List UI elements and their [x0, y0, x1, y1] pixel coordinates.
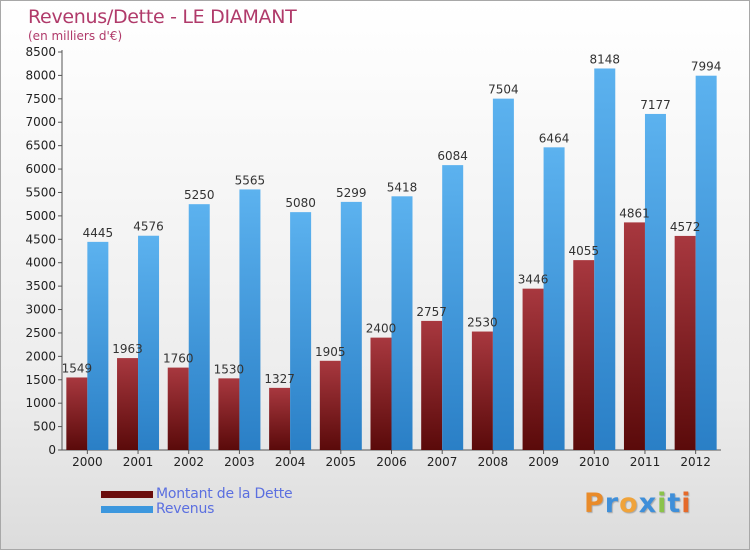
x-tick-label: 2001 — [123, 455, 154, 469]
x-tick-label: 2007 — [427, 455, 458, 469]
chart-title: Revenus/Dette - LE DIAMANT — [28, 6, 297, 28]
value-label-revenus-2007: 6084 — [437, 149, 468, 163]
value-label-revenus-2010: 8148 — [589, 52, 620, 66]
y-tick-label: 0 — [48, 443, 56, 457]
bar-dette-2006 — [370, 337, 392, 450]
bar-revenus-2006 — [391, 196, 413, 450]
bar-revenus-2010 — [594, 68, 616, 451]
bar-revenus-2009 — [543, 147, 565, 450]
y-tick-label: 2500 — [25, 326, 56, 340]
value-label-dette-2012: 4572 — [670, 220, 701, 234]
y-tick-label: 4000 — [25, 256, 56, 270]
value-label-revenus-2011: 7177 — [640, 98, 671, 112]
value-label-dette-2011: 4861 — [619, 206, 650, 220]
y-tick-label: 6500 — [25, 139, 56, 153]
value-label-dette-2000: 1549 — [62, 361, 93, 375]
y-tick-label: 8000 — [25, 68, 56, 82]
value-label-dette-2009: 3446 — [518, 273, 549, 287]
x-tick-label: 2012 — [680, 455, 711, 469]
bar-dette-2004 — [269, 387, 291, 450]
y-tick-label: 7500 — [25, 92, 56, 106]
x-tick-label: 2003 — [224, 455, 255, 469]
value-label-revenus-2009: 6464 — [539, 131, 570, 145]
value-label-dette-2010: 4055 — [568, 244, 599, 258]
y-tick-label: 8500 — [25, 45, 56, 59]
proxiti-logo: Proxiti — [584, 488, 692, 519]
value-label-dette-2001: 1963 — [112, 342, 143, 356]
value-label-dette-2008: 2530 — [467, 316, 498, 330]
y-tick-label: 5000 — [25, 209, 56, 223]
value-label-dette-2005: 1905 — [315, 345, 346, 359]
bar-dette-2002 — [167, 367, 189, 450]
bar-dette-2005 — [319, 360, 341, 450]
value-label-revenus-2004: 5080 — [285, 196, 316, 210]
value-label-revenus-2006: 5418 — [387, 180, 418, 194]
x-tick-label: 2009 — [528, 455, 559, 469]
bar-revenus-2000 — [87, 241, 109, 450]
value-label-revenus-2003: 5565 — [235, 173, 266, 187]
legend-label-revenus: Revenus — [156, 501, 215, 517]
bar-revenus-2003 — [239, 189, 261, 450]
y-tick-label: 500 — [33, 420, 56, 434]
bar-revenus-2008 — [492, 98, 514, 451]
y-tick-label: 4500 — [25, 232, 56, 246]
legend-label-dette: Montant de la Dette — [156, 486, 293, 502]
chart-bars — [66, 68, 717, 451]
y-tick-label: 3000 — [25, 303, 56, 317]
legend-swatch-dette — [101, 491, 153, 498]
value-label-revenus-2012: 7994 — [691, 60, 722, 74]
x-tick-label: 2008 — [478, 455, 509, 469]
bar-revenus-2002 — [188, 204, 210, 450]
bar-revenus-2004 — [290, 212, 312, 450]
value-label-dette-2004: 1327 — [264, 372, 295, 386]
bar-dette-2008 — [471, 331, 493, 450]
bar-dette-2009 — [522, 288, 544, 450]
y-tick-label: 5500 — [25, 185, 56, 199]
bar-revenus-2007 — [442, 165, 464, 450]
x-tick-label: 2010 — [579, 455, 610, 469]
value-label-revenus-2001: 4576 — [133, 220, 164, 234]
y-tick-label: 6000 — [25, 162, 56, 176]
x-tick-label: 2002 — [173, 455, 204, 469]
bar-dette-2010 — [573, 260, 595, 450]
x-tick-label: 2006 — [376, 455, 407, 469]
y-tick-label: 1000 — [25, 396, 56, 410]
bar-revenus-2005 — [340, 201, 362, 450]
x-tick-label: 2005 — [326, 455, 357, 469]
chart-value-labels: 1549 4445 1963 4576 1760 5250 1530 5565 1327 5080… — [62, 52, 722, 385]
y-tick-label: 2000 — [25, 349, 56, 363]
value-label-dette-2002: 1760 — [163, 352, 194, 366]
bar-dette-2011 — [623, 222, 645, 450]
legend-swatch-revenus — [101, 506, 153, 513]
value-label-revenus-2005: 5299 — [336, 186, 367, 200]
bar-revenus-2011 — [644, 113, 666, 450]
y-tick-label: 1500 — [25, 373, 56, 387]
x-tick-label: 2004 — [275, 455, 306, 469]
bar-revenus-2001 — [138, 235, 160, 450]
x-tick-label: 2011 — [630, 455, 661, 469]
value-label-revenus-2008: 7504 — [488, 83, 519, 97]
value-label-dette-2006: 2400 — [366, 322, 397, 336]
bar-dette-2007 — [421, 320, 443, 450]
value-label-revenus-2002: 5250 — [184, 188, 215, 202]
value-label-dette-2003: 1530 — [214, 362, 245, 376]
y-tick-label: 7000 — [25, 115, 56, 129]
value-label-revenus-2000: 4445 — [83, 226, 114, 240]
bar-revenus-2012 — [695, 75, 717, 451]
y-tick-label: 3500 — [25, 279, 56, 293]
bar-dette-2012 — [674, 235, 696, 450]
chart-subtitle: (en milliers d'€) — [28, 29, 123, 43]
x-tick-label: 2000 — [72, 455, 103, 469]
bar-dette-2000 — [66, 377, 88, 450]
value-label-dette-2007: 2757 — [416, 305, 447, 319]
bar-dette-2003 — [218, 378, 240, 450]
bar-dette-2001 — [117, 358, 139, 450]
